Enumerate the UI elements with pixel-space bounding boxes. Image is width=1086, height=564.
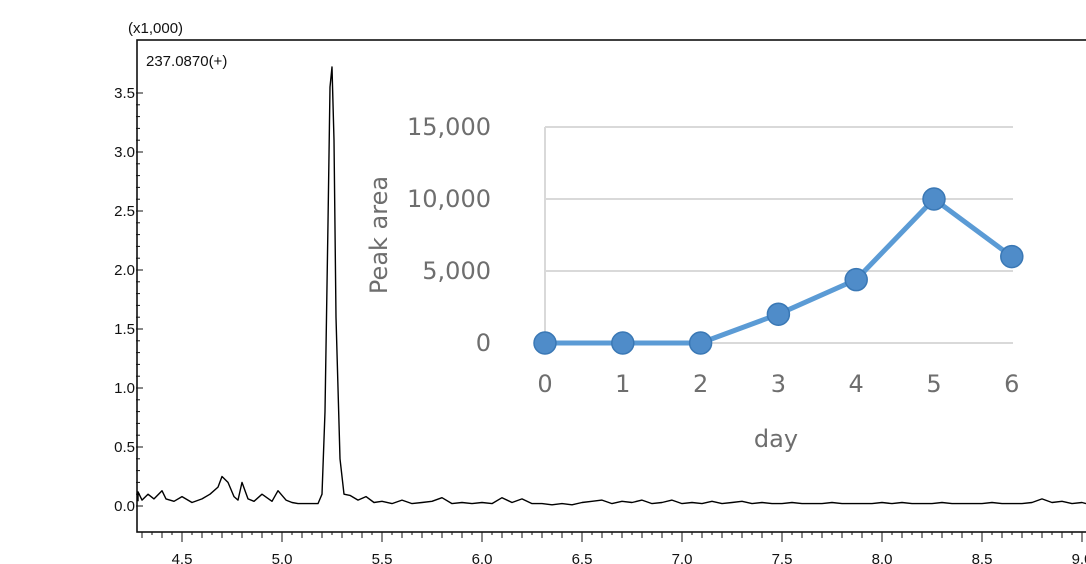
y-tick-label: 0.0 [114,498,135,515]
x-tick-label: 7.0 [672,551,693,564]
x-tick-label: 7.5 [772,551,793,564]
inset-y-tick-label: 15,000 [407,113,491,141]
y-tick-label: 2.5 [114,203,135,220]
inset-background [355,95,1055,470]
inset-data-point [533,331,557,355]
inset-data-point [766,302,791,326]
inset-data-point [1000,244,1024,269]
inset-y-tick-label: 0 [476,329,491,357]
inset-data-point [922,187,946,211]
x-tick-label: 4.5 [172,551,193,564]
inset-series-markers [533,187,1024,355]
plot-frame [136,39,1086,533]
x-tick-label: 8.5 [972,551,993,564]
y-tick-label: 0.5 [114,439,135,456]
y-axis: 0.0 0.5 1.0 1.5 2.0 2.5 3.0 3.5 [114,85,143,515]
x-tick-label: 5.0 [272,551,293,564]
x-tick-label: 6.5 [572,551,593,564]
x-tick-label: 9.0 [1072,551,1086,564]
x-tick-label: 5.5 [372,551,393,564]
x-tick-label: 6.0 [472,551,493,564]
chromatogram-chart: (x1,000) 237.0870(+) 0.0 0.5 1.0 1.5 2.0 2.5 3… [114,20,1086,564]
inset-x-tick-label: 0 [537,370,552,398]
inset-y-tick-label: 10,000 [407,185,491,213]
inset-peak-area-chart: 0 5,000 10,000 15,000 0 1 2 3 4 5 6 Peak area day [355,95,1055,470]
inset-x-tick-label: 4 [849,370,864,398]
inset-x-axis: 0 1 2 3 4 5 6 [537,370,1019,398]
x-tick-label: 8.0 [872,551,893,564]
trace-label: 237.0870(+) [146,53,227,70]
chromatogram-trace [137,66,1086,506]
y-tick-label: 2.0 [114,262,135,279]
inset-x-tick-label: 3 [771,370,786,398]
inset-y-tick-label: 5,000 [422,257,491,285]
inset-x-tick-label: 6 [1004,370,1019,398]
inset-y-axis-title: Peak area [365,176,393,294]
inset-x-tick-label: 5 [926,370,941,398]
y-tick-label: 3.5 [114,85,135,102]
inset-x-tick-label: 2 [693,370,708,398]
y-tick-label: 3.0 [114,144,135,161]
inset-x-axis-title: day [754,425,798,453]
inset-x-tick-label: 1 [615,370,630,398]
inset-data-point [611,331,635,355]
inset-data-point [688,331,713,355]
y-tick-label: 1.0 [114,380,135,397]
inset-data-point [844,267,868,292]
x-axis: 4.5 5.0 5.5 6.0 6.5 7.0 7.5 8.0 8.5 9.0 [141,532,1086,564]
y-multiplier-label: (x1,000) [128,20,183,37]
inset-y-axis: 0 5,000 10,000 15,000 [407,113,491,357]
y-tick-label: 1.5 [114,321,135,338]
